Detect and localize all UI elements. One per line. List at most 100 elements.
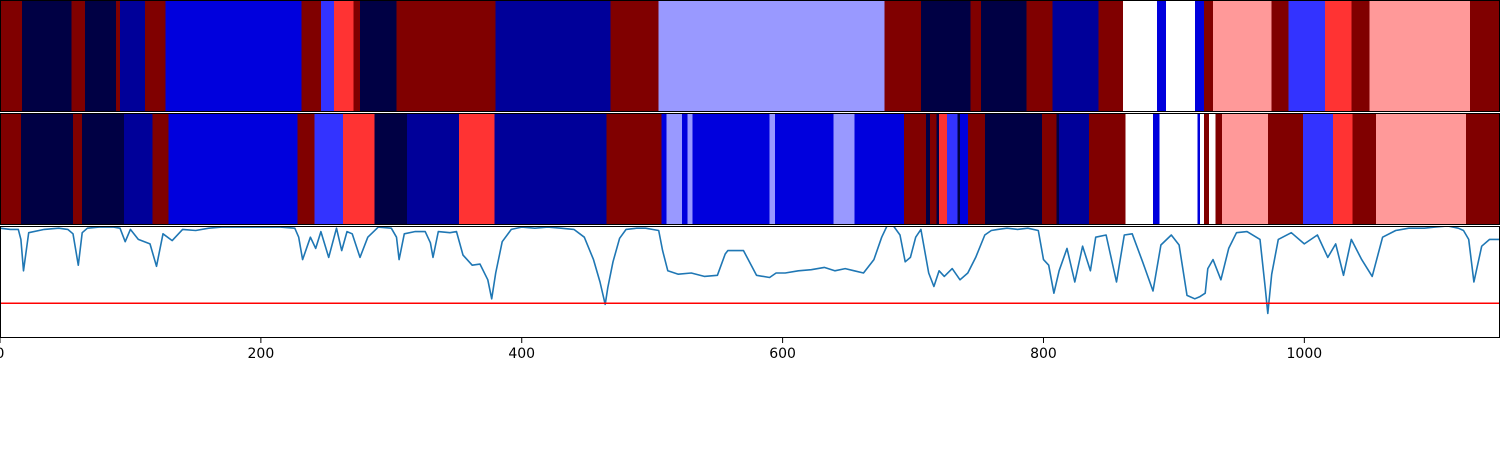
segment-2-14 [606,113,662,225]
segment-2-6 [168,113,298,225]
segment-1-8 [301,0,322,112]
segment-1-2 [71,0,86,112]
segment-2-25 [926,113,931,225]
segment-2-22 [833,113,855,225]
segment-2-7 [297,113,315,225]
segment-1-12 [360,0,397,112]
segment-2-31 [960,113,969,225]
segment-2-23 [854,113,905,225]
segment-2-17 [682,113,688,225]
segment-1-34 [1369,0,1471,112]
segment-1-18 [920,0,971,112]
segment-2-21 [774,113,834,225]
segment-2-2 [73,113,83,225]
segment-2-32 [967,113,986,225]
segment-1-9 [320,0,335,112]
segment-1-10 [333,0,354,112]
segment-2-34 [1042,113,1057,225]
segment-2-47 [1267,113,1304,225]
signal-line [0,226,1500,315]
panel-frame-3 [0,226,1500,338]
segment-2-44 [1209,113,1217,225]
segment-2-13 [494,113,607,225]
segment-1-31 [1288,0,1326,112]
segment-2-30 [957,113,961,225]
segment-2-5 [152,113,169,225]
segment-2-38 [1125,113,1154,225]
heatmap-track-1 [0,0,1500,112]
segment-1-21 [1026,0,1054,112]
segment-1-25 [1156,0,1167,112]
segment-2-50 [1352,113,1377,225]
segment-1-26 [1166,0,1196,112]
signal-panel [0,226,1500,315]
segment-1-3 [84,0,117,112]
segment-2-10 [374,113,408,225]
x-tick-label-3: 600 [769,346,796,362]
x-axis: 0 200 400 600 800 1000 [0,338,1322,362]
segment-1-28 [1203,0,1214,112]
segment-1-22 [1052,0,1099,112]
segment-1-16 [658,0,885,112]
heatmap-track-2 [0,113,1500,225]
segment-2-43 [1203,113,1210,225]
segment-2-45 [1215,113,1223,225]
segment-1-6 [144,0,167,112]
segment-2-20 [769,113,776,225]
x-tick-label-2: 400 [508,346,535,362]
segment-1-17 [884,0,922,112]
segment-1-19 [970,0,982,112]
segment-2-35 [1056,113,1060,225]
segment-2-40 [1159,113,1198,225]
segment-2-36 [1059,113,1090,225]
segment-1-5 [120,0,146,112]
segment-2-37 [1089,113,1127,225]
segment-2-0 [0,113,22,225]
segment-1-20 [980,0,1027,112]
segment-1-4 [116,0,121,112]
segment-1-1 [22,0,73,112]
segment-2-27 [936,113,940,225]
segment-2-9 [343,113,375,225]
segment-2-18 [687,113,694,225]
segment-1-33 [1351,0,1370,112]
segment-2-46 [1222,113,1269,225]
segment-2-12 [459,113,495,225]
segment-1-11 [353,0,361,112]
segment-2-3 [82,113,125,225]
segment-2-51 [1376,113,1467,225]
segment-1-30 [1271,0,1290,112]
segment-1-32 [1325,0,1352,112]
segment-2-24 [903,113,927,225]
segment-2-16 [666,113,683,225]
segment-2-15 [661,113,667,225]
segment-1-35 [1470,0,1500,112]
x-tick-label-4: 800 [1030,346,1057,362]
segment-1-24 [1123,0,1158,112]
segment-2-42 [1200,113,1205,225]
x-tick-label-1: 200 [248,346,275,362]
x-tick-label-5: 1000 [1287,346,1323,362]
segment-2-28 [939,113,948,225]
segment-2-4 [123,113,154,225]
segment-1-7 [165,0,302,112]
segment-1-15 [610,0,660,112]
segment-1-14 [495,0,611,112]
segment-1-23 [1098,0,1124,112]
segment-1-0 [0,0,23,112]
x-tick-label-0: 0 [0,346,4,362]
segment-1-29 [1213,0,1273,112]
segment-1-13 [396,0,497,112]
segment-2-39 [1153,113,1160,225]
segment-2-48 [1303,113,1334,225]
segment-2-41 [1197,113,1201,225]
segment-2-11 [406,113,460,225]
segment-2-33 [984,113,1043,225]
segment-2-8 [314,113,344,225]
segment-2-49 [1333,113,1354,225]
segment-2-1 [20,113,74,225]
segment-2-52 [1466,113,1500,225]
segment-2-26 [930,113,937,225]
segment-2-19 [692,113,770,225]
